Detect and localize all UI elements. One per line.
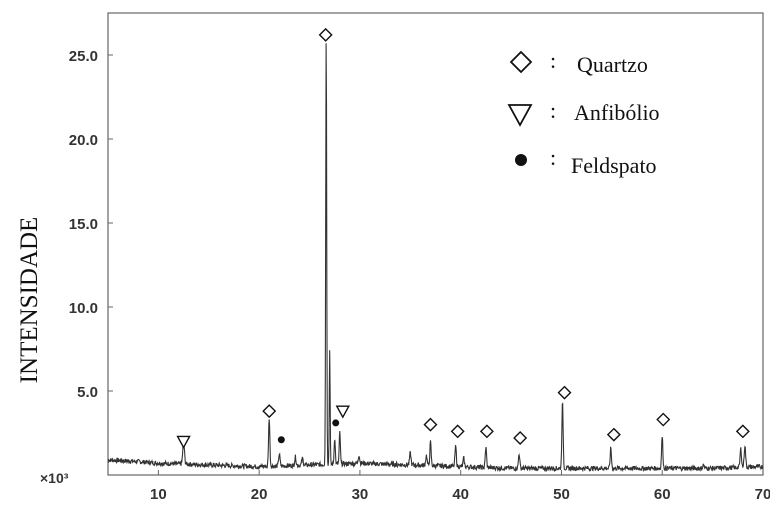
quartzo-marker-icon — [450, 424, 465, 439]
axis-ticks: 10 20 30 40 50 60 70 5.0 10.0 15.0 20.0 25.0 — [69, 48, 770, 503]
legend-separator: : — [550, 98, 556, 123]
legend-item-feldspato: : Feldspato — [515, 145, 657, 178]
y-tick-label: 25.0 — [69, 48, 98, 65]
anfibolio-marker-icon — [176, 435, 191, 449]
anfibolio-marker-icon — [335, 405, 350, 419]
legend-item-quartzo: : Quartzo — [509, 48, 648, 77]
quartzo-marker-icon — [557, 385, 572, 400]
x-tick-label: 30 — [352, 486, 369, 503]
legend-label-feldspato: Feldspato — [571, 153, 657, 178]
x-tick-label: 10 — [150, 486, 167, 503]
x-tick-label: 20 — [251, 486, 268, 503]
x-tick-label: 70 — [755, 486, 770, 503]
quartzo-marker-icon — [735, 424, 750, 439]
quartzo-marker-icon — [606, 427, 621, 442]
y-tick-label: 20.0 — [69, 132, 98, 149]
quartzo-marker-icon — [479, 424, 494, 439]
pattern-curve-group — [107, 43, 764, 473]
y-tick-label: 5.0 — [77, 384, 98, 401]
quartzo-marker-icon — [262, 404, 277, 419]
feldspato-marker-icon — [332, 419, 340, 427]
x-tick-label: 50 — [553, 486, 570, 503]
legend-label-anfibolio: Anfibólio — [574, 100, 660, 125]
x-tick-label: 60 — [654, 486, 671, 503]
legend-label-quartzo: Quartzo — [577, 52, 648, 77]
legend-item-anfibolio: : Anfibólio — [507, 98, 660, 127]
legend-circle-icon — [515, 154, 527, 166]
legend-diamond-icon — [509, 50, 533, 74]
y-tick-label: 10.0 — [69, 300, 98, 317]
y-multiplier-label: ×10³ — [40, 470, 69, 486]
plot-frame — [107, 12, 764, 476]
quartzo-marker-icon — [318, 27, 333, 42]
feldspato-marker-icon — [277, 436, 285, 444]
legend-separator: : — [550, 145, 556, 170]
pattern-curve — [107, 43, 764, 473]
y-axis-label: INTENSIDADE — [16, 217, 43, 384]
legend: : Quartzo : Anfibólio : Feldspato — [507, 48, 660, 178]
quartzo-marker-icon — [513, 431, 528, 446]
x-tick-label: 40 — [452, 486, 469, 503]
peak-markers — [176, 27, 750, 449]
legend-triangle-down-icon — [507, 104, 533, 127]
legend-separator: : — [550, 48, 556, 73]
quartzo-marker-icon — [656, 412, 671, 427]
quartzo-marker-icon — [423, 417, 438, 432]
y-tick-label: 15.0 — [69, 216, 98, 233]
